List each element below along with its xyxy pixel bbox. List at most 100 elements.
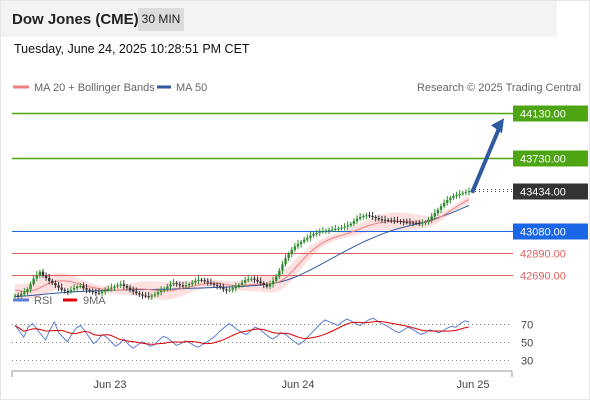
candle-body [91, 291, 94, 293]
x-tick-jun-24: Jun 24 [281, 379, 314, 391]
candle-body [287, 253, 290, 259]
candle-body [393, 220, 396, 222]
candle-body [327, 230, 331, 232]
candle-body [209, 282, 213, 284]
candle-body [144, 295, 147, 297]
projection-arrow-shaft [470, 125, 502, 194]
candle-body [446, 200, 449, 203]
rsi-ma-line [14, 320, 470, 345]
candle-body [125, 285, 129, 288]
candle-body [414, 223, 418, 225]
level-tag-43434.00 [513, 183, 588, 200]
candle-body [452, 196, 455, 198]
candle-body [433, 213, 436, 217]
rsi-tick-30: 30 [521, 356, 533, 368]
rsi-line [14, 317, 470, 349]
candle-body [386, 220, 390, 222]
candle-body [181, 285, 185, 287]
candle-body [281, 264, 284, 271]
candle-body [20, 293, 23, 297]
candle-body [343, 226, 346, 228]
candle-body [113, 286, 116, 288]
candle-body [346, 225, 349, 227]
candle-body [116, 285, 119, 287]
candle-body [107, 288, 110, 290]
rsi-ma-legend-label: 9MA [83, 295, 106, 307]
timeframe-button[interactable]: 30 MIN [138, 8, 184, 31]
level-label-43730.00: 43730.00 [520, 154, 566, 166]
candle-body [306, 237, 309, 240]
candle-body [271, 280, 275, 285]
candle-body [29, 284, 32, 290]
candle-body [212, 283, 216, 285]
candle-body [88, 289, 91, 291]
candle-body [337, 228, 340, 230]
candle-body [355, 218, 359, 221]
candle-body [330, 229, 334, 231]
candle-body [32, 278, 35, 285]
ma50-legend-label: MA 50 [176, 82, 207, 94]
candle-body [408, 222, 412, 224]
candle-body [166, 286, 169, 289]
candle-body [424, 222, 427, 224]
level-label-42690.00: 42690.00 [520, 271, 566, 283]
candle-body [228, 289, 231, 291]
candle-body [119, 284, 122, 286]
candle-body [156, 292, 160, 295]
candle-body [38, 271, 42, 276]
candle-body [54, 283, 57, 286]
candle-body [35, 275, 38, 279]
candle-body [103, 289, 107, 292]
candle-body [128, 287, 132, 290]
candle-body [259, 281, 262, 284]
candle-body [141, 294, 144, 296]
candle-body [219, 285, 222, 288]
candle-body [296, 244, 300, 247]
candle-body [449, 197, 452, 201]
rsi-tick-50: 50 [521, 338, 533, 350]
candle-body [159, 290, 163, 293]
candle-body [16, 295, 20, 297]
candle-body [436, 209, 440, 214]
candle-body [318, 231, 321, 233]
candle-body [94, 292, 98, 294]
candle-body [41, 271, 45, 276]
candle-body [163, 288, 166, 291]
candle-body [240, 282, 244, 285]
x-tick-jun-23: Jun 23 [93, 379, 126, 391]
candle-body [421, 223, 424, 225]
candle-body [110, 287, 113, 289]
candle-body [243, 280, 247, 283]
candle-body [455, 195, 458, 197]
rsi-tick-70: 70 [521, 320, 533, 332]
candle-body [340, 227, 343, 229]
candle-body [371, 215, 374, 218]
candle-body [234, 286, 237, 289]
candle-body [131, 289, 135, 292]
candle-body [396, 220, 399, 222]
candle-body [374, 217, 377, 219]
candle-body [191, 282, 194, 285]
candle-body [69, 289, 73, 292]
candle-body [368, 215, 371, 217]
candle-body [268, 284, 272, 287]
candle-body [390, 220, 393, 222]
candle-body [458, 193, 461, 195]
level-tag-43080.00 [513, 223, 588, 240]
candle-body [79, 285, 82, 287]
candle-body [352, 220, 356, 224]
candle-body [147, 296, 150, 298]
candle-body [293, 246, 297, 250]
candle-body [57, 285, 60, 288]
candle-body [315, 232, 318, 234]
candle-body [231, 288, 234, 290]
candle-body [302, 239, 306, 242]
candle-body [225, 289, 228, 291]
candle-body [237, 284, 241, 287]
candle-body [442, 202, 446, 207]
x-axis-ticks: Jun 23 Jun 24 Jun 25 [93, 379, 489, 391]
candle-body [222, 287, 225, 290]
candle-body [215, 284, 219, 286]
